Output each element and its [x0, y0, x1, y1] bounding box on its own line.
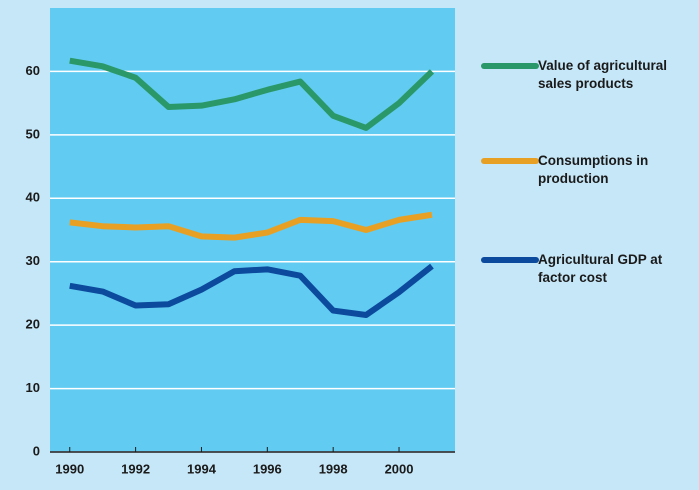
series-line: [69, 57, 435, 131]
legend-label: Consumptions in production: [538, 153, 649, 186]
series-line: [69, 263, 434, 318]
x-tick-label: 1990: [55, 461, 84, 476]
x-tick-label: 1996: [253, 461, 282, 476]
y-tick-label: 60: [26, 63, 40, 78]
y-tick-label: 30: [26, 253, 40, 268]
plot-area: [50, 8, 455, 452]
legend-label: Agricultural GDP at factor cost: [538, 252, 663, 285]
series-line: [69, 211, 433, 241]
x-tick-label: 1998: [319, 461, 348, 476]
legend-label: Value of agricultural sales products: [538, 58, 668, 91]
x-tick-label: 1992: [121, 461, 150, 476]
y-tick-label: 50: [26, 126, 40, 141]
y-tick-label: 40: [26, 190, 40, 205]
x-tick-label: 1994: [187, 461, 217, 476]
x-tick-label: 2000: [385, 461, 414, 476]
y-tick-label: 10: [26, 380, 40, 395]
y-tick-label: 20: [26, 317, 40, 332]
y-tick-label: 0: [33, 443, 40, 458]
